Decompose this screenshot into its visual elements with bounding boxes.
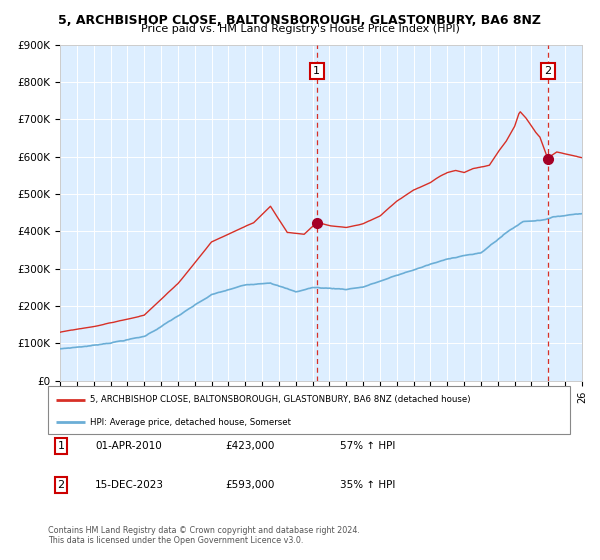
Text: 1: 1 bbox=[313, 66, 320, 76]
Text: Contains HM Land Registry data © Crown copyright and database right 2024.: Contains HM Land Registry data © Crown c… bbox=[48, 526, 360, 535]
Text: 5, ARCHBISHOP CLOSE, BALTONSBOROUGH, GLASTONBURY, BA6 8NZ (detached house): 5, ARCHBISHOP CLOSE, BALTONSBOROUGH, GLA… bbox=[90, 395, 470, 404]
Text: 57% ↑ HPI: 57% ↑ HPI bbox=[340, 441, 395, 451]
Text: HPI: Average price, detached house, Somerset: HPI: Average price, detached house, Some… bbox=[90, 418, 291, 427]
Text: 2: 2 bbox=[544, 66, 551, 76]
Text: Price paid vs. HM Land Registry's House Price Index (HPI): Price paid vs. HM Land Registry's House … bbox=[140, 24, 460, 34]
Text: 15-DEC-2023: 15-DEC-2023 bbox=[95, 480, 164, 490]
Text: This data is licensed under the Open Government Licence v3.0.: This data is licensed under the Open Gov… bbox=[48, 536, 304, 545]
FancyBboxPatch shape bbox=[48, 386, 570, 434]
Text: £423,000: £423,000 bbox=[226, 441, 275, 451]
Text: 5, ARCHBISHOP CLOSE, BALTONSBOROUGH, GLASTONBURY, BA6 8NZ: 5, ARCHBISHOP CLOSE, BALTONSBOROUGH, GLA… bbox=[59, 14, 542, 27]
Text: 1: 1 bbox=[58, 441, 65, 451]
Text: £593,000: £593,000 bbox=[226, 480, 275, 490]
Text: 2: 2 bbox=[58, 480, 65, 490]
Text: 35% ↑ HPI: 35% ↑ HPI bbox=[340, 480, 395, 490]
Text: 01-APR-2010: 01-APR-2010 bbox=[95, 441, 162, 451]
